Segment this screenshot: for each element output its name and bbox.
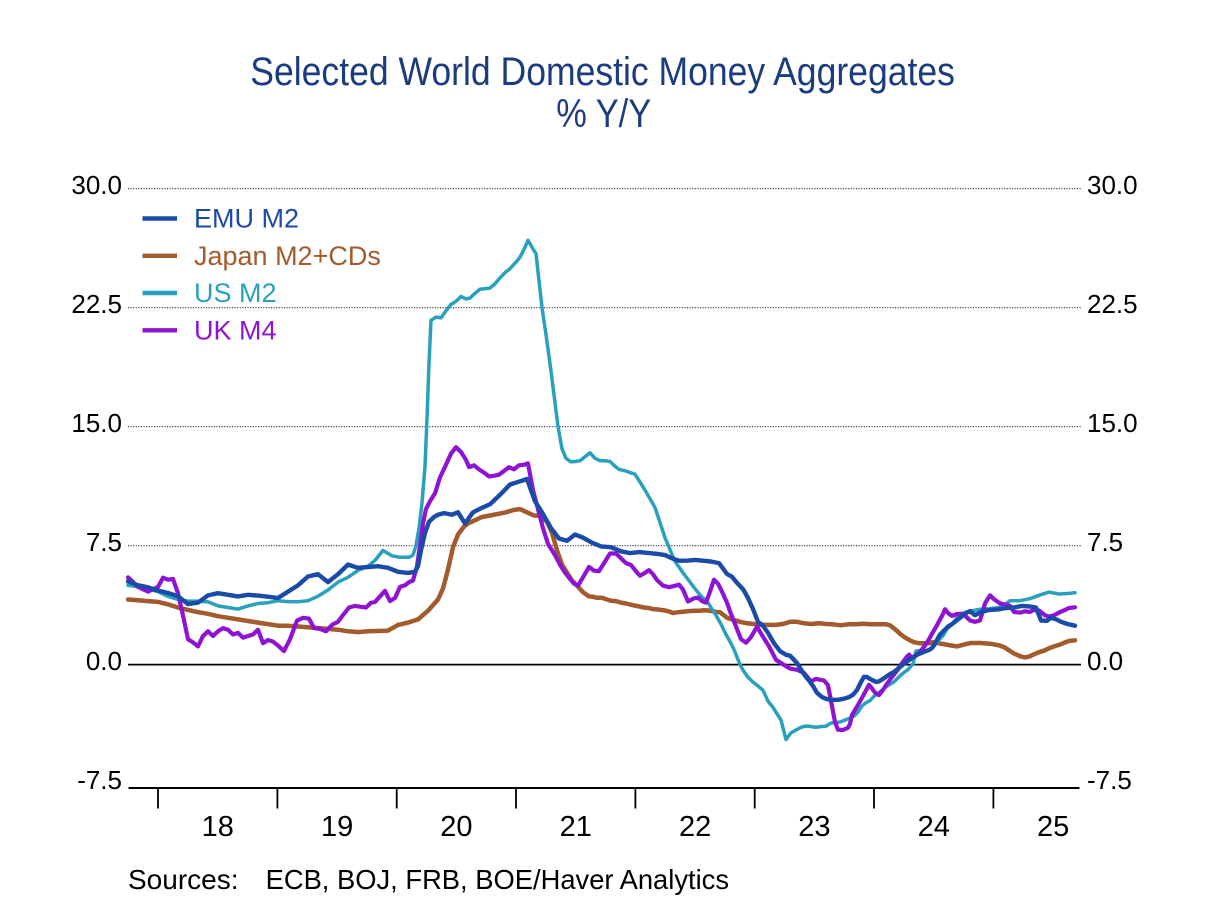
svg-text:22.5: 22.5 xyxy=(1087,289,1138,319)
svg-text:25: 25 xyxy=(1037,811,1069,843)
svg-text:19: 19 xyxy=(321,811,353,843)
svg-text:23: 23 xyxy=(798,811,830,843)
svg-text:UK M4: UK M4 xyxy=(194,315,277,345)
svg-text:7.5: 7.5 xyxy=(86,527,122,557)
svg-text:30.0: 30.0 xyxy=(1087,170,1138,200)
svg-text:30.0: 30.0 xyxy=(71,170,122,200)
svg-text:EMU M2: EMU M2 xyxy=(194,204,299,234)
svg-text:% Y/Y: % Y/Y xyxy=(556,92,651,136)
svg-text:15.0: 15.0 xyxy=(71,408,122,438)
svg-text:Sources:: Sources: xyxy=(128,864,239,895)
svg-text:15.0: 15.0 xyxy=(1087,408,1138,438)
svg-text:Japan M2+CDs: Japan M2+CDs xyxy=(194,241,381,271)
svg-text:22.5: 22.5 xyxy=(71,289,122,319)
svg-text:21: 21 xyxy=(560,811,592,843)
svg-text:-7.5: -7.5 xyxy=(1087,765,1132,795)
svg-text:-7.5: -7.5 xyxy=(77,765,122,795)
svg-text:7.5: 7.5 xyxy=(1087,527,1123,557)
svg-text:0.0: 0.0 xyxy=(1087,646,1123,676)
svg-text:24: 24 xyxy=(918,811,950,843)
svg-text:18: 18 xyxy=(202,811,234,843)
svg-text:20: 20 xyxy=(440,811,472,843)
svg-text:Selected World Domestic Money: Selected World Domestic Money Aggregates xyxy=(250,50,955,94)
svg-text:US M2: US M2 xyxy=(194,278,277,308)
svg-text:ECB, BOJ, FRB, BOE/Haver Analy: ECB, BOJ, FRB, BOE/Haver Analytics xyxy=(266,864,729,895)
svg-text:22: 22 xyxy=(679,811,711,843)
svg-text:0.0: 0.0 xyxy=(86,646,122,676)
